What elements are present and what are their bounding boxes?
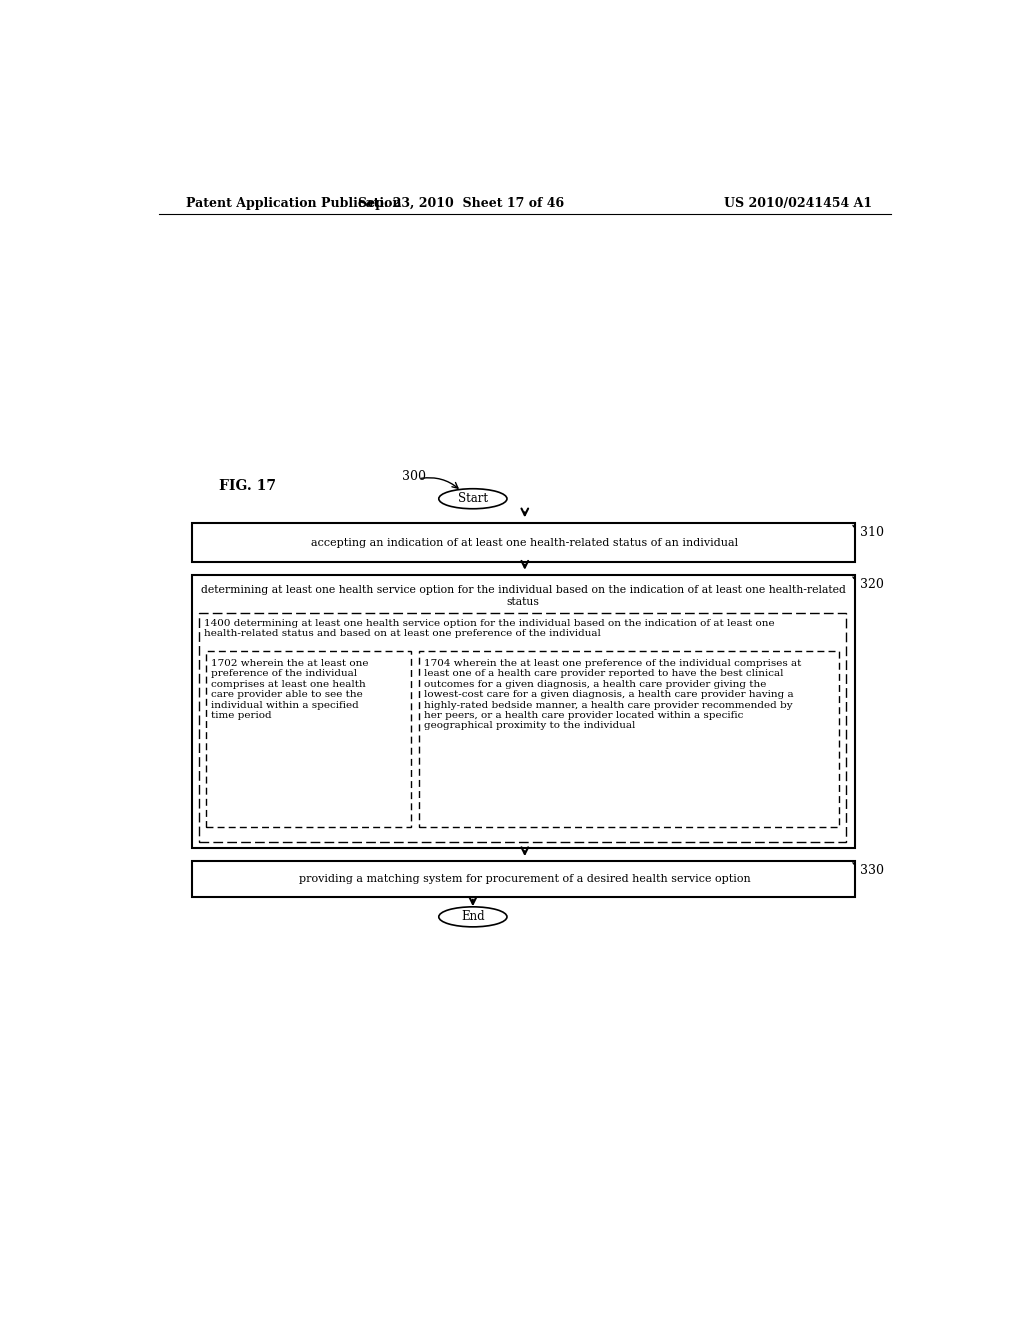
Bar [191, 862, 855, 896]
Text: 330: 330 [860, 863, 885, 876]
Text: 320: 320 [860, 578, 885, 591]
Bar [191, 576, 855, 849]
Text: 310: 310 [860, 527, 885, 540]
Bar [191, 524, 855, 562]
Text: End: End [461, 911, 484, 924]
Bar [206, 651, 411, 826]
Text: accepting an indication of at least one health-related status of an individual: accepting an indication of at least one … [311, 537, 738, 548]
Text: Start: Start [458, 492, 487, 506]
Text: FIG. 17: FIG. 17 [219, 479, 276, 492]
Bar [419, 651, 840, 826]
Text: 300: 300 [401, 470, 426, 483]
Bar [200, 612, 846, 842]
Text: 1704 wherein the at least one preference of the individual comprises at
least on: 1704 wherein the at least one preference… [424, 659, 802, 730]
Text: determining at least one health service option for the individual based on the i: determining at least one health service … [201, 585, 846, 607]
Text: Patent Application Publication: Patent Application Publication [186, 197, 401, 210]
Text: 1400 determining at least one health service option for the individual based on : 1400 determining at least one health ser… [204, 619, 774, 639]
Text: US 2010/0241454 A1: US 2010/0241454 A1 [724, 197, 872, 210]
Text: providing a matching system for procurement of a desired health service option: providing a matching system for procurem… [299, 874, 751, 884]
Text: 1702 wherein the at least one
preference of the individual
comprises at least on: 1702 wherein the at least one preference… [211, 659, 369, 719]
Text: Sep. 23, 2010  Sheet 17 of 46: Sep. 23, 2010 Sheet 17 of 46 [358, 197, 564, 210]
